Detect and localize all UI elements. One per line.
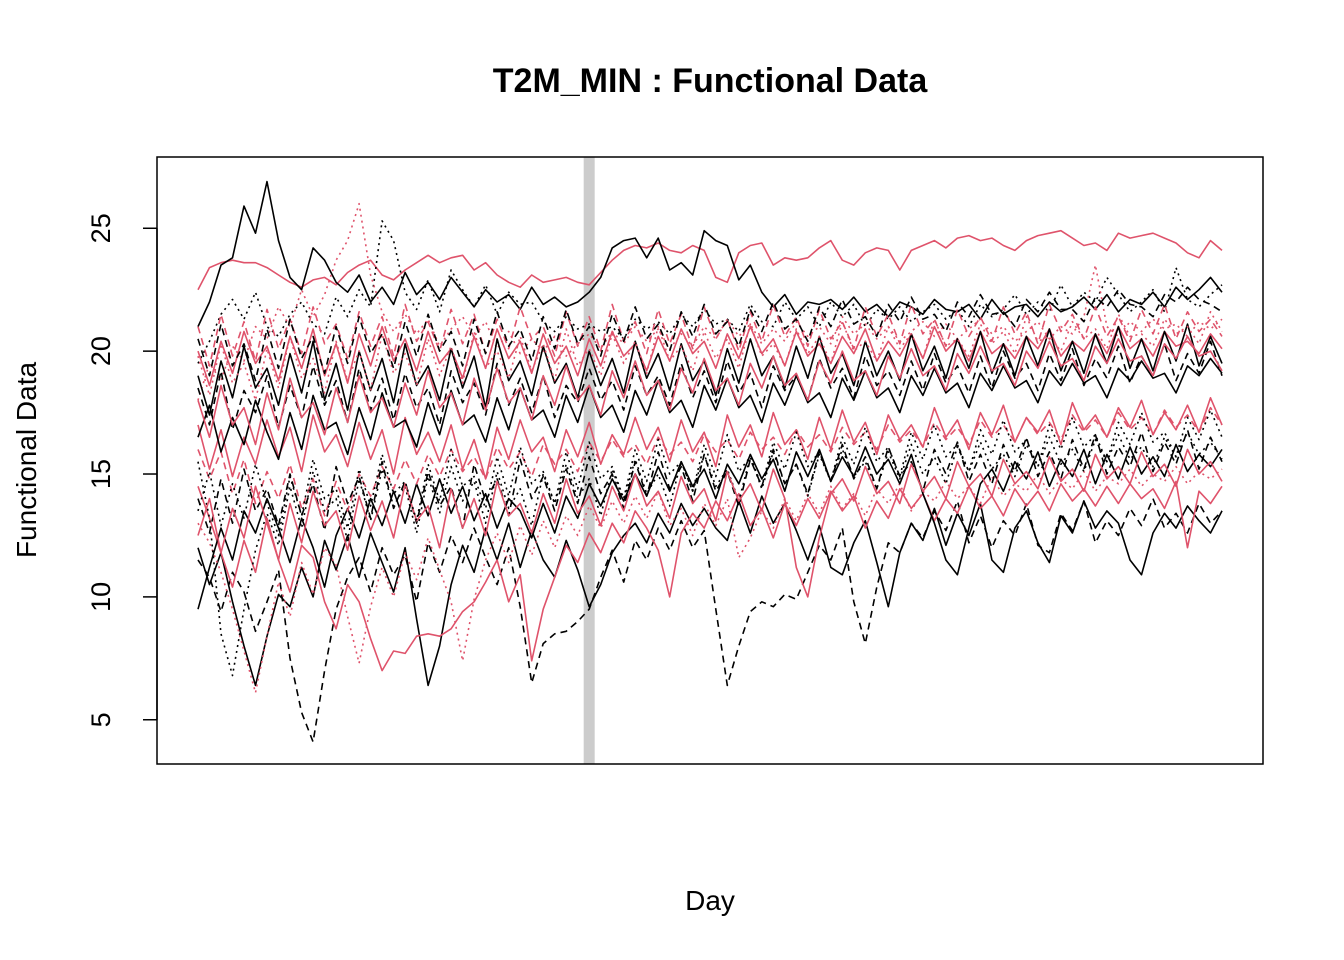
y-tick-label-20: 20 — [86, 336, 116, 366]
x-axis-label: Day — [685, 885, 735, 916]
series-line-1 — [197, 229, 1223, 291]
series-line-7 — [197, 480, 1223, 672]
y-tick-label-15: 15 — [86, 459, 116, 489]
series-line-21 — [197, 409, 1223, 537]
series-line-9 — [197, 443, 1223, 610]
series-line-3 — [197, 220, 1223, 364]
series-line-16 — [197, 303, 1223, 367]
series-line-18 — [197, 448, 1223, 598]
series-line-2 — [197, 180, 1223, 327]
series-line-11 — [197, 340, 1223, 431]
series-line-17 — [197, 428, 1223, 534]
y-axis-label: Functional Data — [11, 362, 42, 559]
series-line-15 — [197, 323, 1223, 416]
series-line-13 — [197, 431, 1223, 677]
series-line-5 — [197, 495, 1223, 687]
chart-title: T2M_MIN : Functional Data — [493, 62, 929, 100]
y-axis: 5 10 15 20 25 — [86, 213, 158, 727]
series-line-10 — [197, 406, 1223, 517]
y-tick-label-5: 5 — [86, 712, 116, 727]
series-line-19 — [197, 357, 1223, 461]
series-line-6 — [197, 497, 1223, 743]
y-tick-label-10: 10 — [86, 582, 116, 612]
series-line-4 — [197, 202, 1223, 401]
series-line-8 — [197, 465, 1223, 694]
y-tick-label-25: 25 — [86, 213, 116, 243]
series-line-14 — [197, 396, 1223, 480]
series-line-22 — [197, 335, 1223, 446]
series-line-23 — [197, 286, 1223, 382]
series-layer — [197, 180, 1223, 743]
series-line-20 — [197, 310, 1223, 402]
